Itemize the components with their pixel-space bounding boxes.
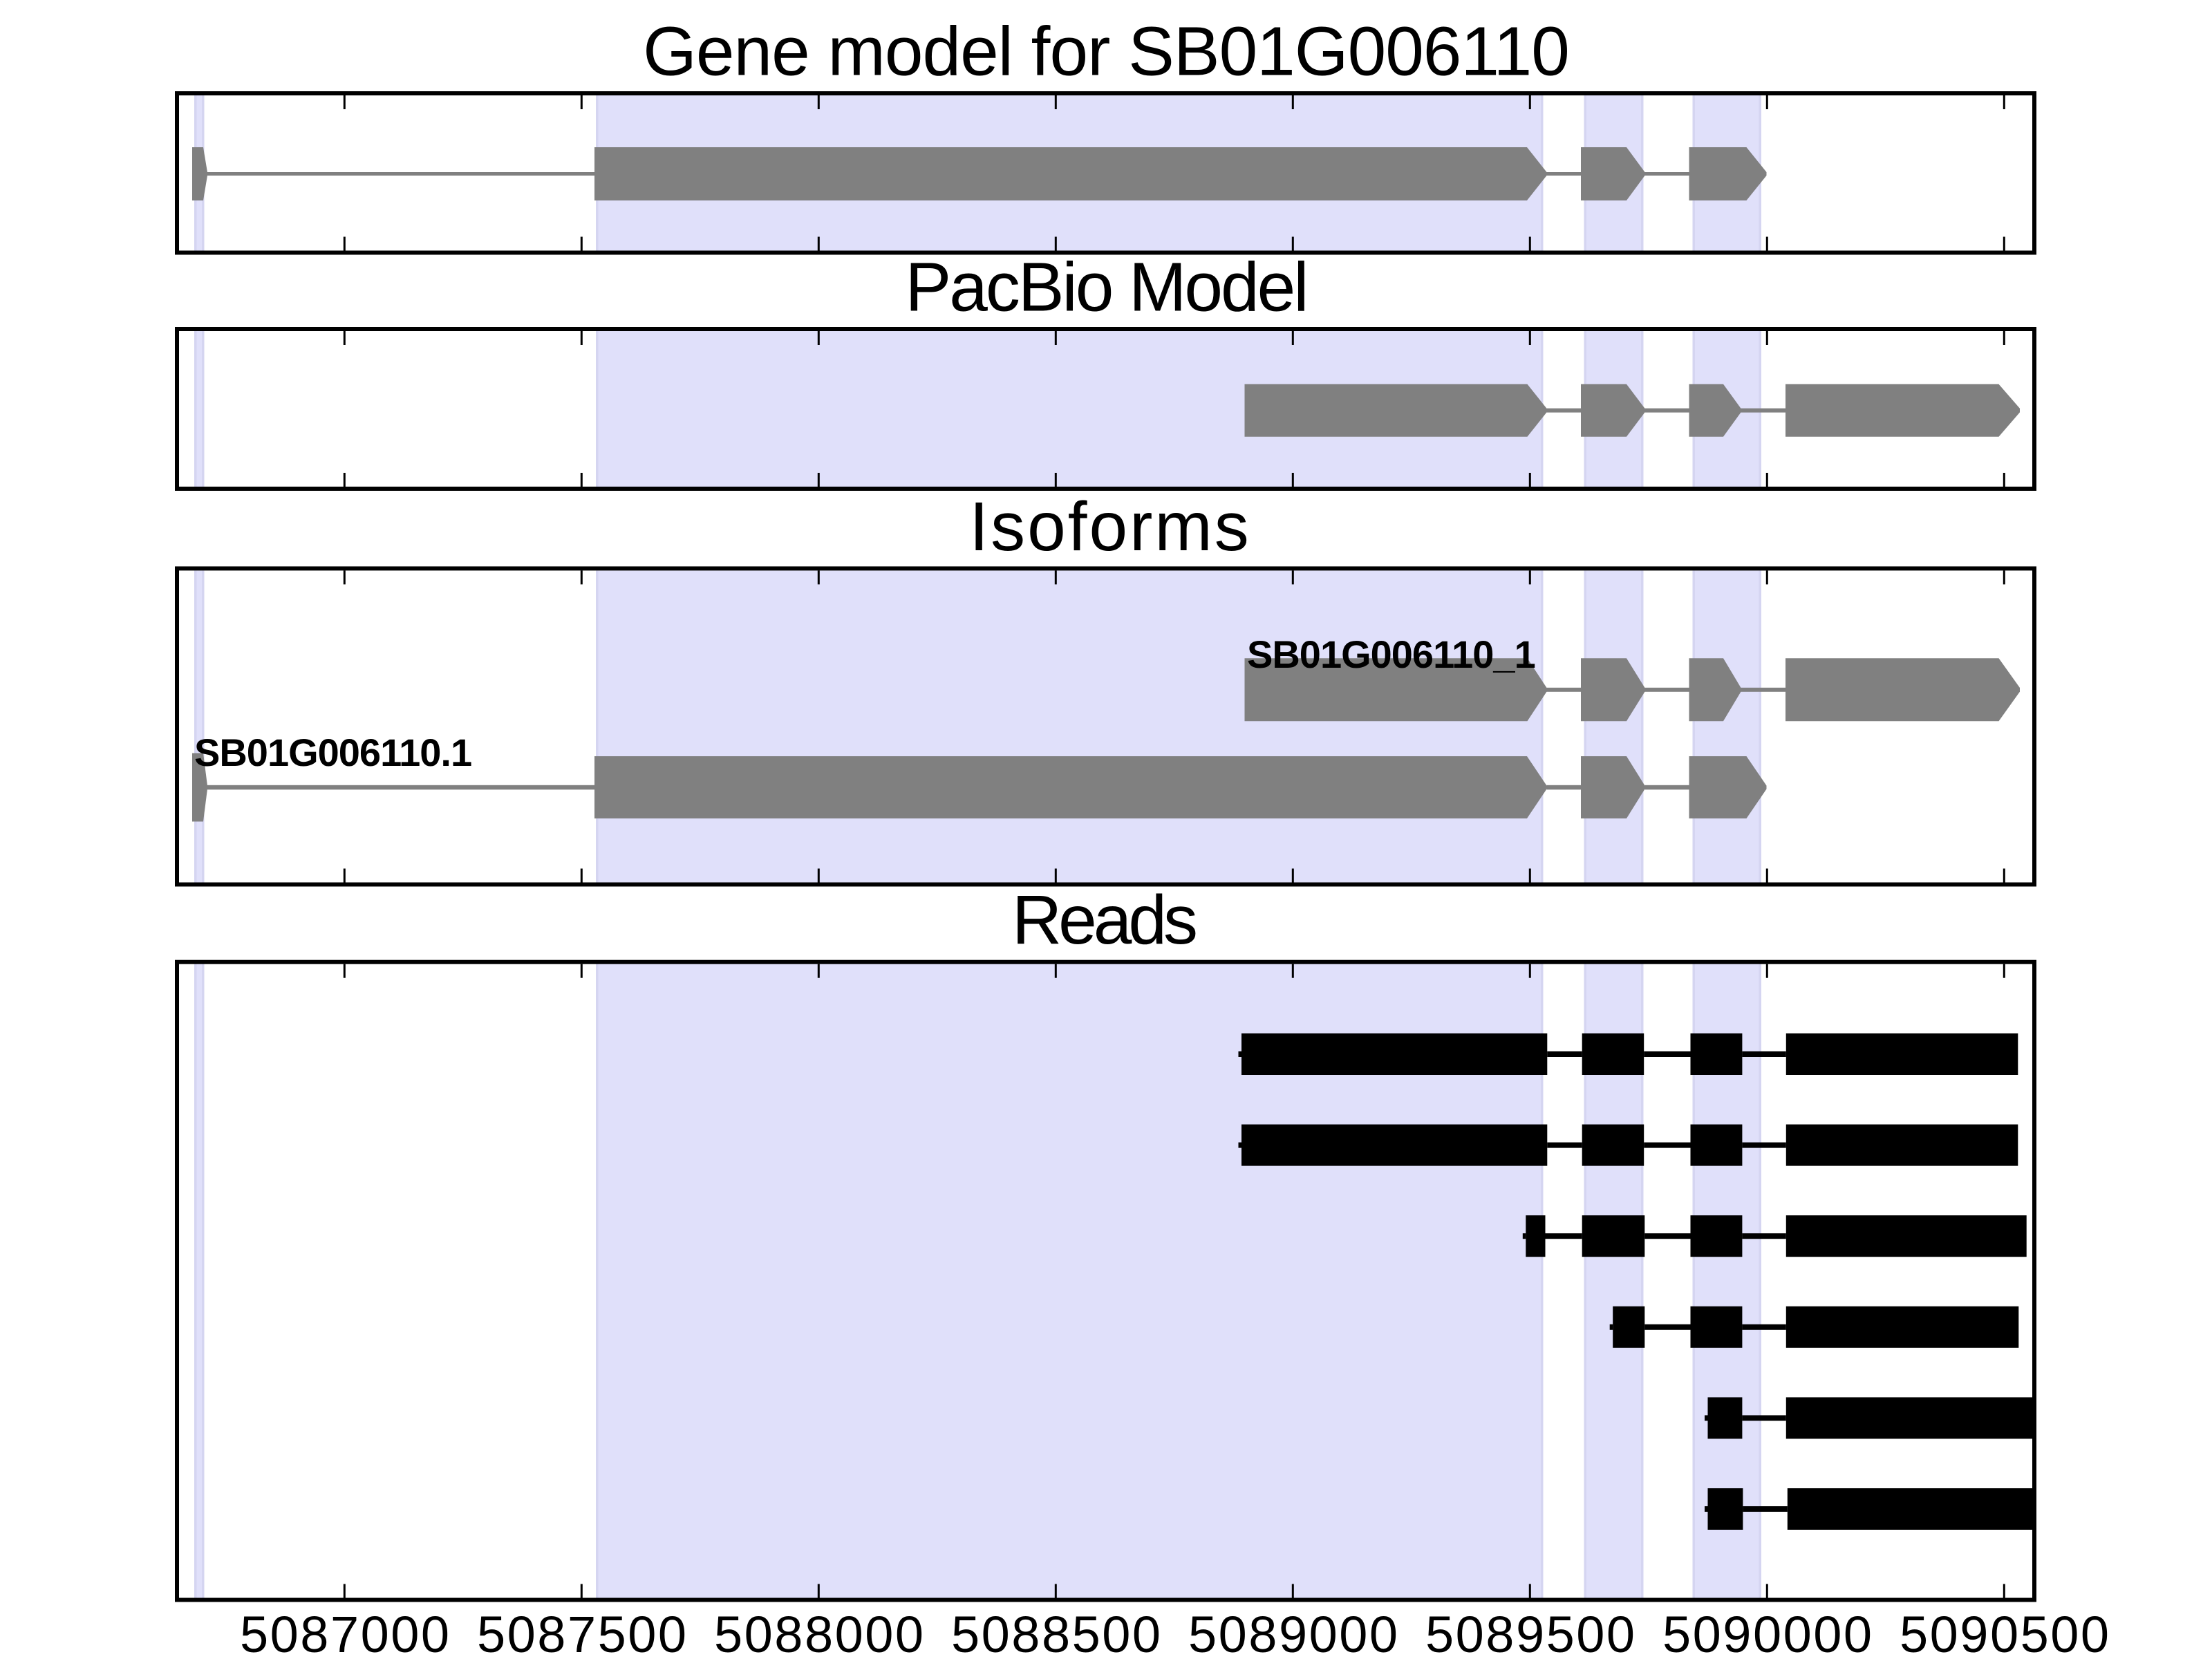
svg-text:Gene model for SB01G006110: Gene model for SB01G006110 (643, 13, 1569, 91)
svg-text:5090000: 5090000 (1662, 1606, 1874, 1659)
svg-text:Reads: Reads (1012, 881, 1196, 959)
svg-text:5089000: 5089000 (1188, 1606, 1400, 1659)
svg-text:5087000: 5087000 (240, 1606, 451, 1659)
svg-text:SB01G006110_1: SB01G006110_1 (1247, 632, 1535, 676)
svg-text:PacBio Model: PacBio Model (906, 249, 1307, 326)
svg-text:5088000: 5088000 (714, 1606, 926, 1659)
svg-text:SB01G006110.1: SB01G006110.1 (194, 731, 471, 774)
svg-text:5087500: 5087500 (477, 1606, 688, 1659)
svg-text:5088500: 5088500 (951, 1606, 1163, 1659)
svg-text:5089500: 5089500 (1425, 1606, 1637, 1659)
svg-text:Isoforms: Isoforms (969, 488, 1250, 565)
svg-text:5090500: 5090500 (1900, 1606, 2111, 1659)
